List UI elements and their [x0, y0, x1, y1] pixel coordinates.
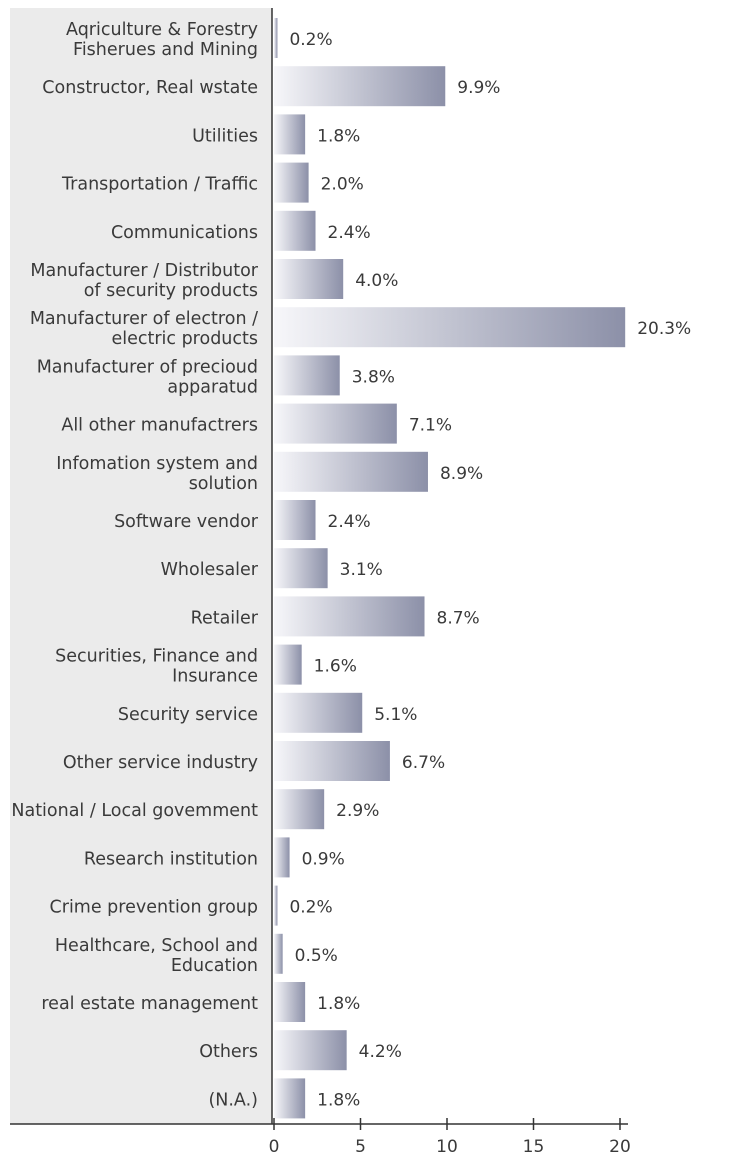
- category-label: real estate management: [41, 994, 258, 1014]
- bar-value-label: 3.1%: [340, 560, 383, 580]
- category-label: Retailer: [191, 608, 259, 628]
- bar: [274, 596, 425, 637]
- bar-value-label: 2.0%: [321, 175, 364, 195]
- bar: [274, 451, 428, 492]
- bar: [274, 837, 290, 878]
- bar-value-label: 5.1%: [374, 705, 417, 725]
- category-label: Software vendor: [114, 512, 259, 532]
- bar: [274, 1030, 347, 1071]
- category-label: Research institution: [84, 849, 258, 869]
- x-axis: 0 5 10 15 20: [10, 8, 631, 1157]
- bar-value-label: 1.8%: [317, 1090, 360, 1110]
- category-label: Healthcare, School and Education: [55, 936, 258, 976]
- bar: [274, 982, 306, 1022]
- x-tick-label: 10: [436, 1137, 458, 1157]
- category-label: Infomation system and solution: [56, 454, 258, 494]
- bar-value-label: 0.2%: [289, 30, 332, 50]
- bar: [274, 210, 316, 251]
- bar: [274, 741, 390, 781]
- value-labels: 0.2% 9.9% 1.8% 2.0% 2.4% 4.0% 20.3% 3.8% 7.1% 8.9…: [289, 30, 691, 1110]
- bar: [274, 644, 302, 685]
- bar: [274, 789, 325, 830]
- bar-value-label: 3.8%: [352, 367, 395, 387]
- category-label: Security service: [118, 705, 258, 725]
- bar: [274, 933, 283, 974]
- category-label: Manufacturer of precioud apparatud: [37, 357, 258, 397]
- bar-value-label: 4.0%: [355, 271, 398, 291]
- bar-value-label: 4.2%: [359, 1042, 402, 1062]
- bar: [274, 114, 306, 155]
- bar-value-label: 2.4%: [328, 512, 371, 532]
- bar-value-label: 2.9%: [336, 801, 379, 821]
- bar: [274, 355, 340, 396]
- bar-value-label: 0.2%: [289, 898, 332, 918]
- x-tick-label: 20: [609, 1137, 631, 1157]
- category-label: Constructor, Real wstate: [42, 78, 258, 98]
- bar: [274, 307, 626, 348]
- bar: [274, 162, 309, 203]
- category-label: All other manufactrers: [61, 416, 258, 436]
- bar-value-label: 2.4%: [328, 223, 371, 243]
- bar: [274, 1078, 306, 1119]
- bar-value-label: 1.8%: [317, 126, 360, 146]
- bar: [274, 692, 363, 733]
- category-label-panel: [10, 8, 272, 1124]
- category-labels: Aqriculture & Forestry Fisherues and Mini…: [11, 20, 258, 1110]
- bar-value-label: 8.7%: [437, 608, 480, 628]
- category-label: Manufacturer of electron / electric produ…: [30, 309, 258, 349]
- bar-value-label: 7.1%: [409, 416, 452, 436]
- bar: [274, 548, 328, 589]
- category-label: Communications: [111, 223, 258, 243]
- bar: [274, 18, 278, 58]
- bars: [274, 18, 626, 1119]
- category-label: Other service industry: [63, 753, 258, 773]
- bar-value-label: 9.9%: [457, 78, 500, 98]
- category-label: Others: [199, 1042, 258, 1062]
- bar-value-label: 1.6%: [314, 657, 357, 677]
- x-tick-label: 15: [523, 1137, 545, 1157]
- bar-value-label: 0.5%: [295, 946, 338, 966]
- category-label: (N.A.): [208, 1090, 258, 1110]
- bar: [274, 66, 446, 107]
- bar: [274, 403, 397, 444]
- category-label: Aqriculture & Forestry Fisherues and Mini…: [66, 20, 258, 60]
- bar-value-label: 0.9%: [302, 849, 345, 869]
- bar-value-label: 8.9%: [440, 464, 483, 484]
- category-label: Manufacturer / Distributor of security pr…: [30, 261, 258, 301]
- category-label: Crime prevention group: [50, 898, 258, 918]
- category-label: Wholesaler: [161, 560, 259, 580]
- x-tick-label: 0: [269, 1137, 280, 1157]
- bar: [274, 259, 344, 299]
- category-label: Securities, Finance and Insurance: [55, 647, 258, 687]
- bar: [274, 500, 316, 540]
- bar-value-label: 1.8%: [317, 994, 360, 1014]
- x-tick-label: 5: [355, 1137, 366, 1157]
- category-label: Transportation / Traffic: [61, 175, 258, 195]
- bar-value-label: 6.7%: [402, 753, 445, 773]
- category-label: National / Local govemment: [11, 801, 258, 821]
- bar-value-label: 20.3%: [637, 319, 691, 339]
- category-label: Utilities: [192, 126, 258, 146]
- bar: [274, 885, 278, 926]
